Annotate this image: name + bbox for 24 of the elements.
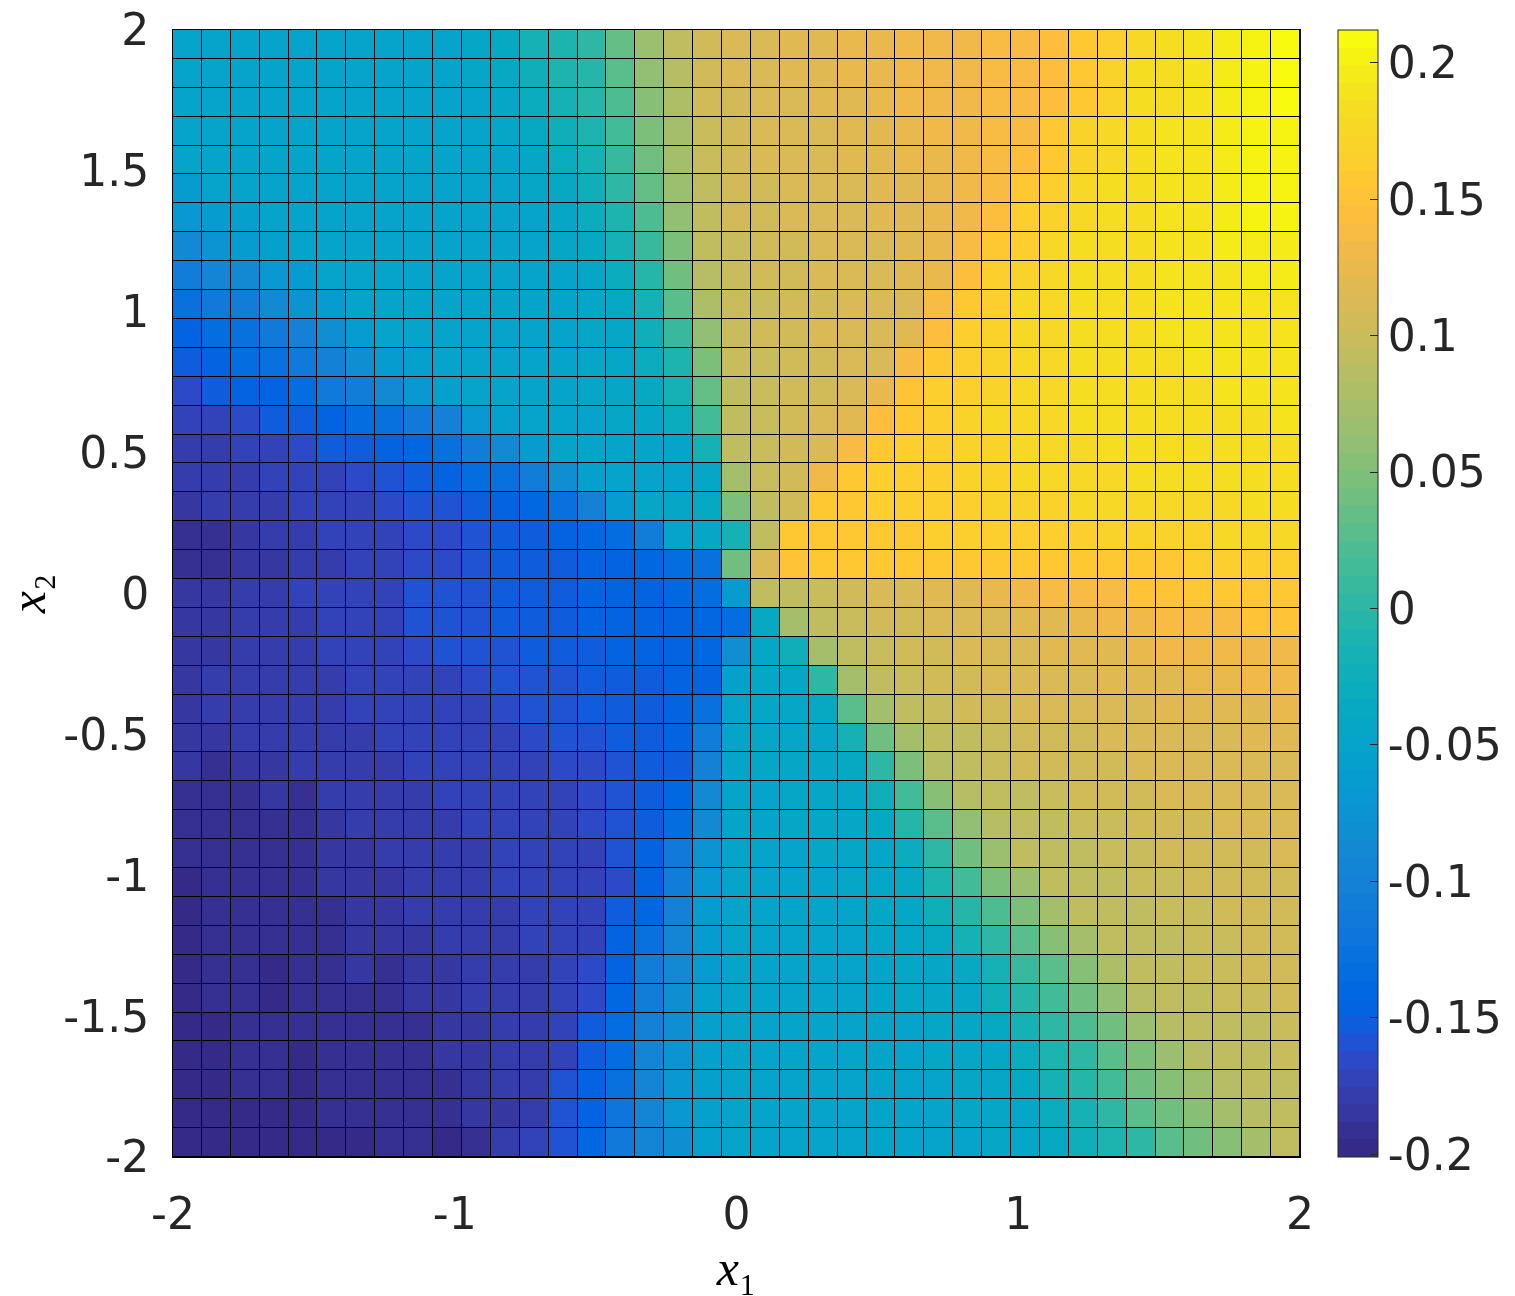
color-bar-label: 0.2 bbox=[1387, 37, 1458, 89]
color-bar-label: 0.15 bbox=[1387, 173, 1486, 225]
color-bar-label: -0.1 bbox=[1387, 855, 1474, 907]
y-tick-label: -2 bbox=[105, 1131, 150, 1183]
y-tick-label: -1.5 bbox=[63, 990, 150, 1042]
color-bar-label: 0.1 bbox=[1387, 310, 1458, 362]
y-tick-label: 0 bbox=[121, 567, 150, 619]
color-bar-label: -0.15 bbox=[1387, 992, 1502, 1044]
y-tick-label: -1 bbox=[105, 849, 150, 901]
y-axis-title: x₂ bbox=[0, 573, 56, 615]
x-tick-label: 0 bbox=[722, 1187, 751, 1239]
color-bar-label: -0.05 bbox=[1387, 719, 1502, 771]
x-tick-label: 2 bbox=[1286, 1187, 1314, 1239]
color-bar-label: 0.05 bbox=[1387, 446, 1486, 498]
y-tick-label: 2 bbox=[121, 4, 150, 56]
color-bar-label: 0 bbox=[1387, 582, 1416, 634]
x-tick-label: -1 bbox=[432, 1187, 477, 1239]
y-tick-label: -0.5 bbox=[63, 708, 150, 760]
color-bar-label: -0.2 bbox=[1387, 1128, 1474, 1180]
y-tick-label: 1.5 bbox=[79, 145, 150, 197]
y-tick-label: 1 bbox=[121, 286, 150, 338]
y-tick-label: 0.5 bbox=[79, 427, 150, 479]
x-tick-label: 1 bbox=[1004, 1187, 1033, 1239]
x-axis-title: x₁ bbox=[715, 1240, 757, 1296]
